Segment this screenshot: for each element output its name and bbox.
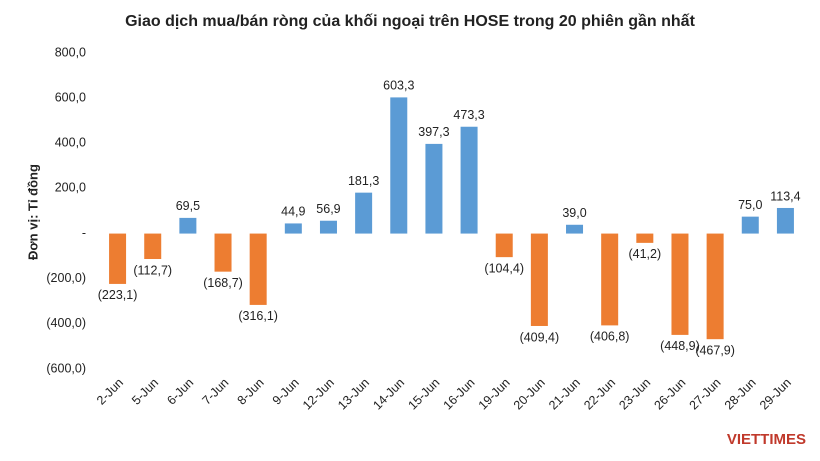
bar <box>109 233 127 284</box>
data-label: (467,9) <box>695 343 735 357</box>
y-tick-label: - <box>82 226 86 240</box>
bar <box>425 143 443 234</box>
x-tick-label: 29-Jun <box>757 376 794 413</box>
data-label: (406,8) <box>590 330 630 344</box>
data-label: 39,0 <box>562 206 586 220</box>
x-tick-label: 20-Jun <box>511 376 548 413</box>
y-tick-label: 800,0 <box>55 45 86 59</box>
bar <box>179 217 197 234</box>
data-label: 397,3 <box>418 125 449 139</box>
data-label: (112,7) <box>133 263 172 277</box>
x-tick-label: 8-Jun <box>235 376 267 408</box>
x-tick-label: 16-Jun <box>441 376 478 413</box>
bar <box>249 233 267 305</box>
bar <box>671 233 689 335</box>
data-label: 75,0 <box>738 198 762 212</box>
data-label: (223,1) <box>98 288 138 302</box>
data-label: 603,3 <box>383 79 414 93</box>
y-tick-label: (600,0) <box>46 361 86 375</box>
bar <box>636 233 654 243</box>
x-tick-label: 19-Jun <box>476 376 513 413</box>
x-tick-label: 5-Jun <box>129 376 161 408</box>
x-tick-label: 22-Jun <box>581 376 618 413</box>
bar <box>319 220 337 234</box>
y-tick-label: (200,0) <box>46 271 86 285</box>
bar <box>355 192 373 234</box>
x-tick-label: 28-Jun <box>722 376 759 413</box>
y-tick-label: 200,0 <box>55 181 86 195</box>
watermark: VIETTIMES <box>727 431 806 448</box>
bar <box>601 233 619 326</box>
bar <box>144 233 162 260</box>
bar <box>741 216 759 234</box>
x-tick-label: 13-Jun <box>335 376 372 413</box>
data-label: 44,9 <box>281 205 305 219</box>
bar <box>776 207 794 234</box>
data-label: 69,5 <box>176 199 200 213</box>
bar <box>706 233 724 340</box>
data-label: (409,4) <box>520 330 560 344</box>
bar <box>566 224 584 234</box>
x-tick-label: 21-Jun <box>546 376 583 413</box>
x-tick-label: 14-Jun <box>370 376 407 413</box>
y-tick-label: 600,0 <box>55 90 86 104</box>
x-tick-label: 7-Jun <box>199 376 231 408</box>
y-axis-label: Đơn vị: Tỉ đồng <box>25 164 40 260</box>
data-label: 181,3 <box>348 174 379 188</box>
data-label: 473,3 <box>453 108 484 122</box>
x-tick-label: 15-Jun <box>405 376 442 413</box>
y-tick-label: 400,0 <box>55 136 86 150</box>
y-tick-label: (400,0) <box>46 316 86 330</box>
bar <box>390 97 408 234</box>
x-tick-label: 12-Jun <box>300 376 337 413</box>
data-label: 56,9 <box>316 202 340 216</box>
x-tick-label: 2-Jun <box>94 376 126 408</box>
bar <box>530 233 548 326</box>
data-label: (316,1) <box>238 309 278 323</box>
bar <box>460 126 478 234</box>
x-tick-label: 6-Jun <box>164 376 196 408</box>
x-tick-label: 23-Jun <box>616 376 653 413</box>
data-label: (41,2) <box>628 247 661 261</box>
bar <box>495 233 513 258</box>
bar <box>284 223 302 234</box>
data-label: 113,4 <box>770 189 800 203</box>
data-label: (104,4) <box>484 261 524 275</box>
chart-title: Giao dịch mua/bán ròng của khối ngoại tr… <box>125 13 696 30</box>
data-label: (168,7) <box>203 276 243 290</box>
x-tick-label: 26-Jun <box>651 376 688 413</box>
x-tick-label: 27-Jun <box>687 376 724 413</box>
x-tick-label: 9-Jun <box>270 376 302 408</box>
bar <box>214 233 232 272</box>
data-label: (448,9) <box>660 339 700 353</box>
